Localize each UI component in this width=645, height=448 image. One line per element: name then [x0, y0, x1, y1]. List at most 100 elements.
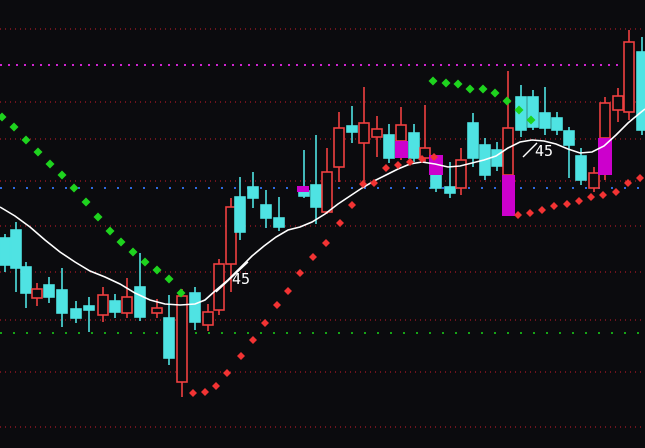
- sar-green-dot: [465, 84, 475, 94]
- candle-up: [588, 172, 600, 189]
- sar-green-dot: [0, 112, 7, 122]
- sar-green-dot: [45, 159, 55, 169]
- signal-block: [297, 186, 309, 192]
- candle-up: [502, 127, 514, 176]
- candle-up: [97, 294, 109, 316]
- sar-red-dot: [418, 155, 426, 163]
- price-label: 45: [232, 270, 250, 288]
- candle-up: [176, 295, 188, 383]
- candle-up: [623, 41, 635, 113]
- callout-pointer-line: [522, 142, 538, 158]
- sar-red-dot: [348, 201, 356, 209]
- sar-green-dot: [57, 170, 67, 180]
- candle-down: [551, 117, 563, 131]
- sar-green-dot: [105, 226, 115, 236]
- sar-green-dot: [478, 84, 488, 94]
- candle-down: [83, 305, 95, 311]
- sar-green-dot: [93, 212, 103, 222]
- candle-up: [599, 102, 611, 139]
- sar-red-dot: [382, 164, 390, 172]
- sar-red-dot: [284, 287, 292, 295]
- sar-red-dot: [359, 180, 367, 188]
- sar-green-dot: [69, 183, 79, 193]
- candle-down: [310, 184, 322, 208]
- sar-green-dot: [502, 96, 512, 106]
- sar-red-dot: [309, 253, 317, 261]
- sar-red-dot: [261, 319, 269, 327]
- candle-down: [234, 196, 246, 233]
- sar-red-dot: [212, 382, 220, 390]
- sar-green-dot: [21, 135, 31, 145]
- candle-down: [430, 174, 442, 189]
- candle-up: [395, 124, 407, 142]
- candle-down: [134, 286, 146, 318]
- candle-down: [109, 300, 121, 313]
- sar-red-dot: [296, 269, 304, 277]
- candle-up: [151, 307, 163, 314]
- signal-block: [598, 138, 612, 175]
- candle-down: [515, 96, 527, 131]
- gridlines: [0, 28, 645, 428]
- sar-green-dot: [490, 88, 500, 98]
- sar-green-dot: [514, 105, 524, 115]
- candle-down: [383, 134, 395, 159]
- sar-green-dot: [152, 265, 162, 275]
- candle-down: [563, 130, 575, 146]
- candle-up: [371, 128, 383, 138]
- candle-down: [636, 51, 645, 131]
- sar-red-dot: [612, 188, 620, 196]
- candle-down: [467, 122, 479, 159]
- sar-red-dot: [322, 239, 330, 247]
- candle-down: [189, 292, 201, 323]
- candle-down: [346, 125, 358, 133]
- candle-down: [43, 284, 55, 298]
- signal-block: [395, 141, 408, 158]
- sar-green-dot: [128, 247, 138, 257]
- candle-up: [612, 95, 624, 111]
- sar-red-dot: [636, 174, 644, 182]
- sar-red-dot: [189, 389, 197, 397]
- sar-red-dot: [406, 158, 414, 166]
- price-label: 45: [535, 142, 553, 160]
- sar-red-dot: [201, 388, 209, 396]
- candle-down: [247, 186, 259, 199]
- callout-pointer-line: [215, 261, 249, 293]
- candle-down: [56, 289, 68, 314]
- sar-red-dot: [394, 161, 402, 169]
- candle-down: [408, 132, 420, 159]
- sar-red-dot: [563, 200, 571, 208]
- sar-green-dot: [33, 147, 43, 157]
- sar-red-dot: [430, 153, 438, 161]
- candle-up: [333, 127, 345, 168]
- candle-up: [121, 296, 133, 314]
- candle-down: [0, 237, 11, 266]
- sar-red-dot: [550, 202, 558, 210]
- candle-down: [444, 186, 456, 194]
- sar-red-dot: [624, 179, 632, 187]
- candle-down: [10, 229, 22, 269]
- candle-down: [70, 308, 82, 319]
- ma-line: [0, 108, 645, 306]
- sar-red-dot: [223, 369, 231, 377]
- candle-up: [321, 171, 333, 213]
- sar-red-dot: [514, 211, 522, 219]
- candle-down: [20, 266, 32, 294]
- candle-up: [225, 206, 237, 265]
- sar-green-dot: [526, 115, 536, 125]
- sar-red-dot: [575, 197, 583, 205]
- sar-red-dot: [526, 209, 534, 217]
- candle-down: [575, 155, 587, 181]
- sar-red-dot: [538, 206, 546, 214]
- candle-down: [163, 317, 175, 359]
- sar-red-dot: [370, 179, 378, 187]
- candle-down: [260, 204, 272, 219]
- sar-green-dot: [428, 76, 438, 86]
- sar-red-dot: [249, 336, 257, 344]
- sar-red-dot: [237, 352, 245, 360]
- candle-up: [455, 159, 467, 189]
- sar-green-dot: [453, 79, 463, 89]
- sar-green-dot: [441, 78, 451, 88]
